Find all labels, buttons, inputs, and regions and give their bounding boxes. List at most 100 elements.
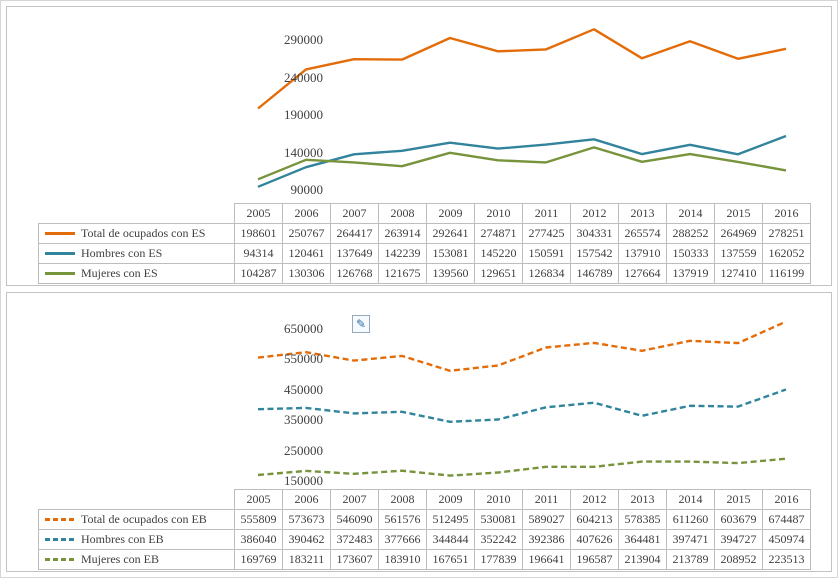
value-cell: 196587	[570, 549, 619, 570]
value-cell: 546090	[330, 509, 379, 530]
series-line-hombres-con-es	[257, 134, 787, 188]
value-cell: 162052	[762, 243, 811, 264]
series-line-total-de-ocupados-con-es	[257, 28, 787, 110]
series-name-cell: Total de ocupados con ES	[38, 223, 235, 244]
legend-key-swatch	[45, 557, 75, 561]
pencil-icon: ✎	[352, 315, 370, 333]
value-cell: 126768	[330, 263, 379, 284]
value-cell: 213904	[618, 549, 667, 570]
year-cell: 2005	[234, 203, 283, 224]
value-cell: 213789	[666, 549, 715, 570]
year-cell: 2014	[666, 489, 715, 510]
value-cell: 146789	[570, 263, 619, 284]
value-cell: 278251	[762, 223, 811, 244]
series-name-cell: Total de ocupados con EB	[38, 509, 235, 530]
value-cell: 137919	[666, 263, 715, 284]
legend-key-swatch	[45, 517, 75, 521]
value-cell: 150591	[522, 243, 571, 264]
series-line-total-de-ocupados-con-eb	[257, 320, 787, 373]
value-cell: 183910	[378, 549, 427, 570]
series-name-cell: Hombres con EB	[38, 529, 235, 550]
table-header-row: 2005 2006 2007 2008 2009 2010 2011 2012 2013 2014…	[38, 489, 811, 510]
value-cell: 121675	[378, 263, 427, 284]
value-cell: 288252	[666, 223, 715, 244]
value-cell: 198601	[234, 223, 283, 244]
value-cell: 573673	[282, 509, 331, 530]
legend-key-swatch	[45, 231, 75, 235]
value-cell: 129651	[474, 263, 523, 284]
value-cell: 264969	[714, 223, 763, 244]
year-cell: 2009	[426, 489, 475, 510]
value-cell: 530081	[474, 509, 523, 530]
value-cell: 137649	[330, 243, 379, 264]
year-cell: 2007	[330, 203, 379, 224]
series-name: Mujeres con EB	[81, 552, 159, 566]
year-cell: 2006	[282, 489, 331, 510]
value-cell: 196641	[522, 549, 571, 570]
chart-panel-eb: 650000 550000 450000 350000 250000 150000 ✎ 2…	[6, 292, 832, 572]
series-name: Total de ocupados con EB	[81, 512, 207, 526]
table-row: Hombres con EB 386040 390462 372483 377666 34…	[38, 529, 811, 550]
value-cell: 116199	[762, 263, 811, 284]
chart-area: 650000 550000 450000 350000 250000 150000 ✎	[7, 293, 831, 489]
value-cell: 407626	[570, 529, 619, 550]
series-name-cell: Mujeres con ES	[38, 263, 235, 284]
year-cell: 2016	[762, 489, 811, 510]
value-cell: 561576	[378, 509, 427, 530]
year-cell: 2005	[234, 489, 283, 510]
value-cell: 208952	[714, 549, 763, 570]
value-cell: 167651	[426, 549, 475, 570]
year-cell: 2015	[714, 489, 763, 510]
value-cell: 250767	[282, 223, 331, 244]
table-row: Mujeres con EB 169769 183211 173607 183910 16…	[38, 549, 811, 570]
series-name: Hombres con EB	[81, 532, 164, 546]
year-cell: 2011	[522, 489, 571, 510]
value-cell: 372483	[330, 529, 379, 550]
value-cell: 674487	[762, 509, 811, 530]
year-cell: 2010	[474, 489, 523, 510]
series-line-mujeres-con-eb	[257, 457, 787, 477]
value-cell: 450974	[762, 529, 811, 550]
year-cell: 2015	[714, 203, 763, 224]
value-cell: 512495	[426, 509, 475, 530]
year-cell: 2011	[522, 203, 571, 224]
value-cell: 386040	[234, 529, 283, 550]
value-cell: 364481	[618, 529, 667, 550]
legend-key-swatch	[45, 251, 75, 255]
value-cell: 139560	[426, 263, 475, 284]
chart-panel-es: 290000 240000 190000 140000 90000 2005 2006 20…	[6, 6, 832, 286]
value-cell: 292641	[426, 223, 475, 244]
year-cell: 2006	[282, 203, 331, 224]
value-cell: 344844	[426, 529, 475, 550]
value-cell: 274871	[474, 223, 523, 244]
value-cell: 392386	[522, 529, 571, 550]
plot-svg	[257, 320, 787, 477]
series-name-cell: Mujeres con EB	[38, 549, 235, 570]
value-cell: 611260	[666, 509, 715, 530]
table-row: Mujeres con ES 104287 130306 126768 121675 13…	[38, 263, 811, 284]
data-table: 2005 2006 2007 2008 2009 2010 2011 2012 2013 2014…	[38, 203, 811, 284]
value-cell: 169769	[234, 549, 283, 570]
value-cell: 183211	[282, 549, 331, 570]
legend-key-swatch	[45, 537, 75, 541]
year-cell: 2008	[378, 489, 427, 510]
value-cell: 145220	[474, 243, 523, 264]
series-name: Total de ocupados con ES	[81, 226, 206, 240]
chart-area: 290000 240000 190000 140000 90000	[7, 7, 831, 203]
series-name: Mujeres con ES	[81, 266, 158, 280]
year-cell: 2016	[762, 203, 811, 224]
value-cell: 126834	[522, 263, 571, 284]
value-cell: 153081	[426, 243, 475, 264]
year-cell: 2009	[426, 203, 475, 224]
value-cell: 277425	[522, 223, 571, 244]
year-cell: 2012	[570, 203, 619, 224]
value-cell: 177839	[474, 549, 523, 570]
year-cell: 2008	[378, 203, 427, 224]
data-table: 2005 2006 2007 2008 2009 2010 2011 2012 2013 2014…	[38, 489, 811, 570]
value-cell: 394727	[714, 529, 763, 550]
table-header-row: 2005 2006 2007 2008 2009 2010 2011 2012 2013 2014…	[38, 203, 811, 224]
value-cell: 120461	[282, 243, 331, 264]
value-cell: 127410	[714, 263, 763, 284]
value-cell: 150333	[666, 243, 715, 264]
